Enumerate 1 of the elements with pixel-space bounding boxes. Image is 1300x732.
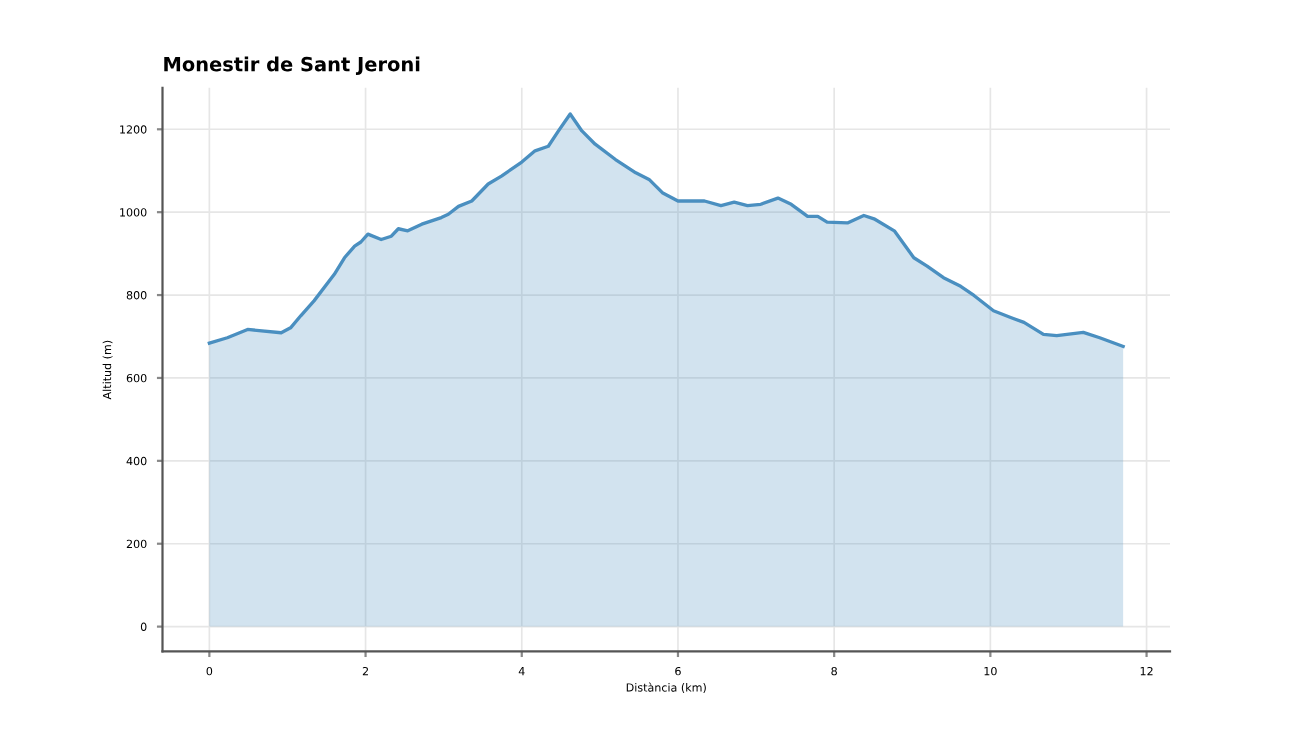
chart-title: Monestir de Sant Jeroni [164,56,420,76]
